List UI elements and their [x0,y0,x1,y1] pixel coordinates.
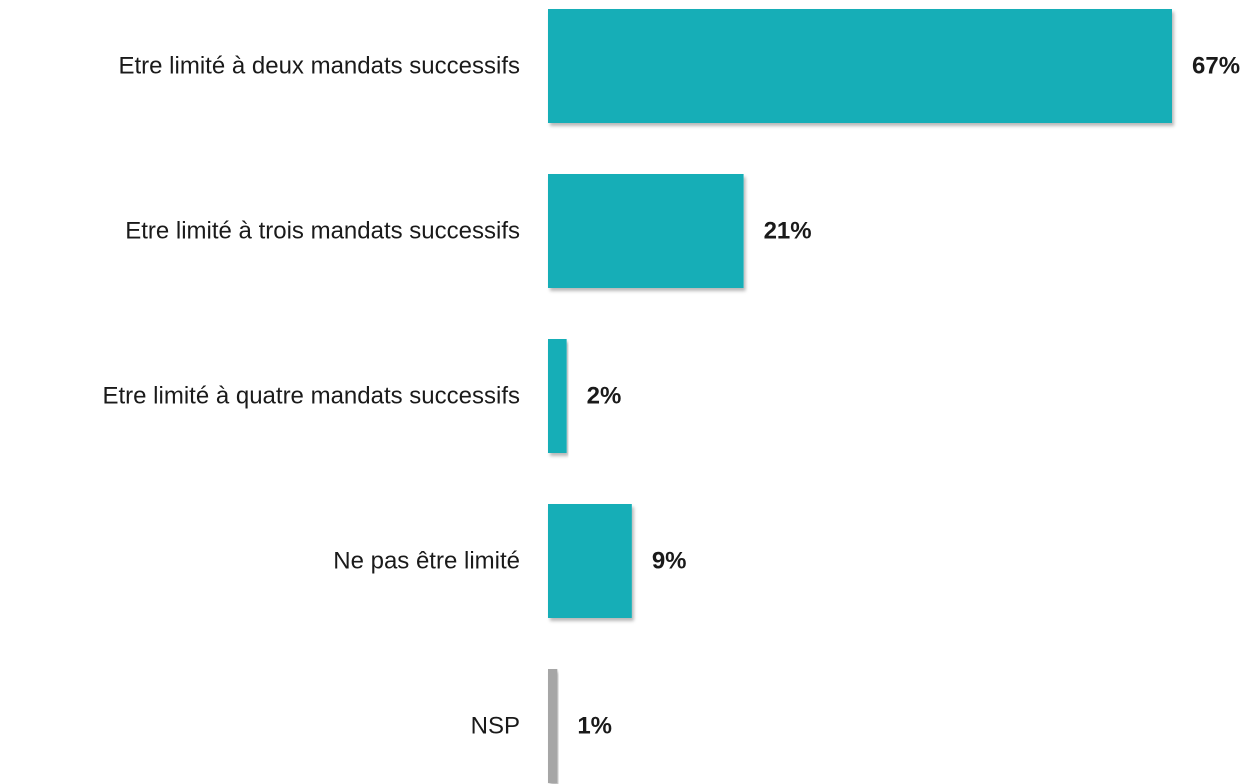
category-label-1: Etre limité à deux mandats successifs [119,53,521,80]
value-label-5: 1% [577,713,612,740]
value-label-2: 21% [764,218,812,245]
category-label-2: Etre limité à trois mandats successifs [125,218,520,245]
bar-5 [548,669,558,783]
value-label-1: 67% [1192,53,1240,80]
bar-1 [548,9,1172,123]
value-label-4: 9% [652,548,687,575]
value-label-3: 2% [587,383,622,410]
bars-group [548,9,1172,783]
category-label-3: Etre limité à quatre mandats successifs [102,383,520,410]
bar-4 [548,504,632,618]
bar-3 [548,339,567,453]
category-label-5: NSP [471,713,520,740]
category-label-4: Ne pas être limité [333,548,520,575]
labels-group: Etre limité à deux mandats successifs 67%… [102,53,1240,740]
bar-2 [548,174,744,288]
